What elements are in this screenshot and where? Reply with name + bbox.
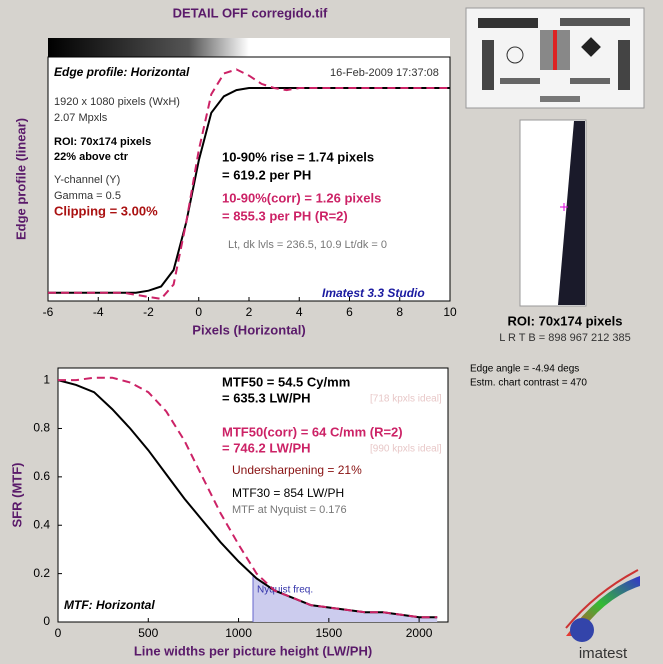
annotation: Gamma = 0.5 (54, 190, 121, 202)
chart-contrast: Estm. chart contrast = 470 (470, 378, 587, 389)
x-tick-label: 0 (195, 305, 202, 319)
annotation: MTF50(corr) = 64 C/mm (R=2) (222, 424, 403, 439)
x-axis-label: Pixels (Horizontal) (192, 322, 305, 337)
y-axis-label: Edge profile (linear) (13, 118, 28, 240)
annotation: 10-90% rise = 1.74 pixels (222, 149, 374, 164)
roi-bounds: L R T B = 898 967 212 385 (499, 332, 631, 344)
annotation: = 635.3 LW/PH (222, 390, 311, 405)
x-tick-label: 8 (396, 305, 403, 319)
x-tick-label: 0 (55, 626, 62, 640)
roi-label: ROI: 70x174 pixels (508, 313, 623, 328)
date: 16-Feb-2009 17:37:08 (330, 67, 439, 79)
plot-subtitle: MTF: Horizontal (64, 598, 155, 612)
y-tick-label: 1 (43, 372, 50, 386)
plot-subtitle: Edge profile: Horizontal (54, 65, 190, 79)
plot-area (47, 56, 451, 302)
annotation: Clipping = 3.00% (54, 203, 158, 218)
annotation: = 746.2 LW/PH (222, 440, 311, 455)
annotation: ROI: 70x174 pixels (54, 136, 151, 148)
edge-ramp (48, 38, 450, 57)
x-tick-label: -6 (43, 305, 54, 319)
x-tick-label: 1500 (315, 626, 342, 640)
annotation: Lt, dk lvls = 236.5, 10.9 Lt/dk = 0 (228, 239, 387, 251)
annotation: Imatest 3.3 Studio (322, 286, 425, 300)
nyquist-label: Nyquist freq. (257, 585, 313, 596)
x-tick-label: 2 (246, 305, 253, 319)
annotation: Y-channel (Y) (54, 174, 120, 186)
x-tick-label: -4 (93, 305, 104, 319)
annotation: MTF50 = 54.5 Cy/mm (222, 374, 350, 389)
y-tick-label: 0.2 (33, 566, 50, 580)
annotation: [718 kpxls ideal] (370, 394, 442, 405)
window-title: DETAIL OFF corregido.tif (173, 5, 328, 20)
annotation: MTF at Nyquist = 0.176 (232, 504, 347, 516)
data-line (48, 68, 450, 300)
roi-image (519, 119, 587, 307)
x-tick-label: 500 (138, 626, 158, 640)
nyquist-region (253, 575, 438, 622)
x-tick-label: 1000 (225, 626, 252, 640)
x-tick-label: 4 (296, 305, 303, 319)
x-tick-label: 10 (443, 305, 457, 319)
annotation: 2.07 Mpxls (54, 112, 108, 124)
annotation: 10-90%(corr) = 1.26 pixels (222, 190, 381, 205)
annotation: = 855.3 per PH (R=2) (222, 208, 348, 223)
edge-angle: Edge angle = -4.94 degs (470, 364, 579, 375)
data-line (58, 376, 438, 619)
x-tick-label: 2000 (406, 626, 433, 640)
annotation: Undersharpening = 21% (232, 463, 362, 477)
annotation: MTF30 = 854 LW/PH (232, 486, 344, 500)
y-tick-label: 0.4 (33, 517, 50, 531)
annotation: [990 kpxls ideal] (370, 444, 442, 455)
annotation: = 619.2 per PH (222, 167, 311, 182)
x-tick-label: 6 (346, 305, 353, 319)
logo-graphic (565, 569, 640, 642)
annotation: 1920 x 1080 pixels (WxH) (54, 96, 180, 108)
y-tick-label: 0.6 (33, 469, 50, 483)
y-tick-label: 0 (43, 614, 50, 628)
y-tick-label: 0.8 (33, 421, 50, 435)
x-tick-label: -2 (143, 305, 154, 319)
annotation: 22% above ctr (54, 151, 129, 163)
chart-thumbnail (465, 7, 645, 109)
x-axis-label: Line widths per picture height (LW/PH) (134, 643, 372, 658)
logo-text: imatest (579, 645, 628, 662)
y-axis-label: SFR (MTF) (9, 463, 24, 528)
